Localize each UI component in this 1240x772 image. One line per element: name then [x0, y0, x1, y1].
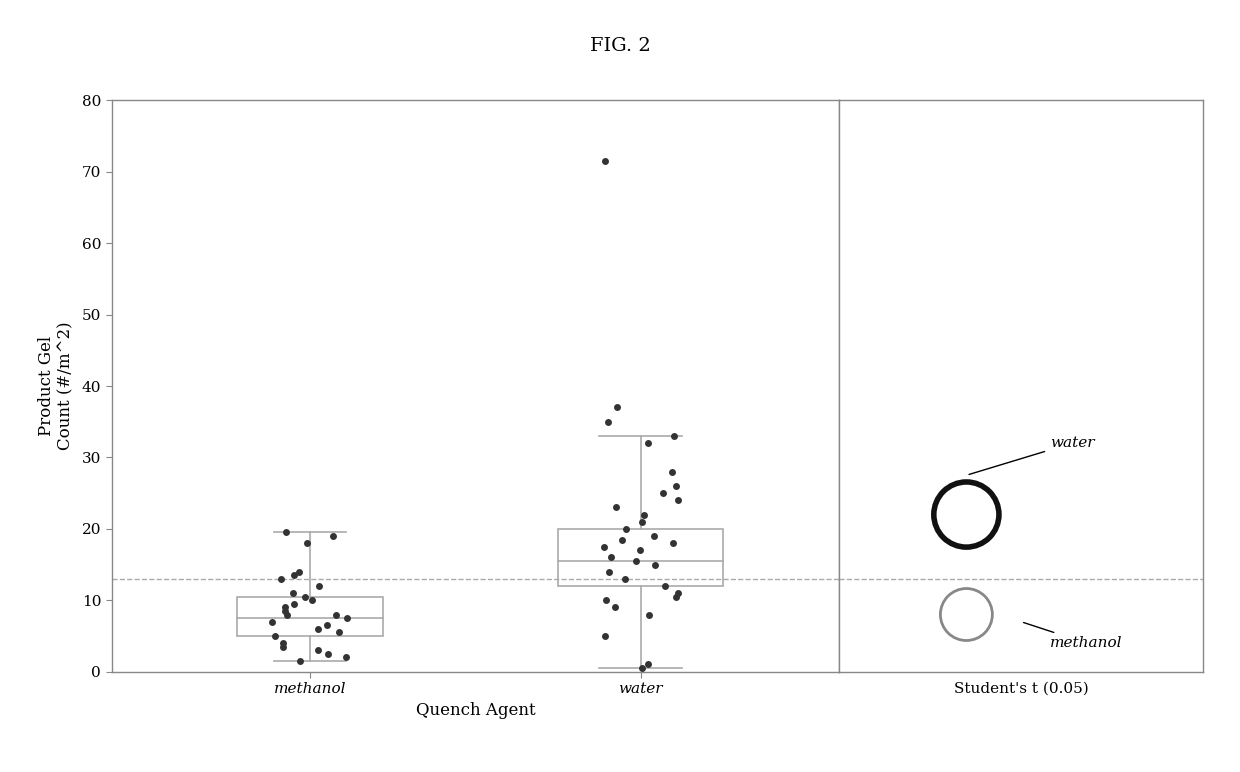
- Text: water: water: [968, 436, 1095, 475]
- Point: [635, 508, 655, 520]
- Point: [645, 558, 665, 571]
- Point: [639, 437, 658, 449]
- Point: [595, 630, 615, 642]
- Point: [663, 537, 683, 550]
- Point: [668, 494, 688, 506]
- Point: [666, 591, 686, 603]
- Point: [616, 523, 636, 535]
- Point: [662, 466, 682, 478]
- Point: [605, 501, 625, 513]
- Point: [652, 487, 672, 499]
- Point: [337, 612, 357, 625]
- Point: [665, 430, 684, 442]
- Point: [606, 401, 626, 414]
- Point: [640, 608, 660, 621]
- X-axis label: Quench Agent: Quench Agent: [415, 702, 536, 719]
- Point: [596, 594, 616, 607]
- Point: [284, 569, 304, 581]
- Point: [644, 530, 663, 542]
- Point: [289, 565, 309, 577]
- Point: [262, 615, 281, 628]
- Point: [626, 555, 646, 567]
- Text: FIG. 2: FIG. 2: [590, 37, 650, 56]
- Point: [595, 155, 615, 168]
- Point: [278, 608, 298, 621]
- Y-axis label: Product Gel
Count (#/m^2): Product Gel Count (#/m^2): [38, 322, 74, 450]
- Bar: [237, 597, 383, 636]
- Point: [277, 527, 296, 539]
- Point: [284, 587, 304, 599]
- Point: [272, 573, 291, 585]
- Point: [284, 598, 304, 610]
- Point: [275, 604, 295, 617]
- Point: [956, 608, 976, 621]
- Point: [630, 544, 650, 557]
- Point: [303, 594, 322, 607]
- Point: [296, 537, 316, 550]
- Point: [319, 648, 339, 660]
- Point: [308, 644, 327, 656]
- Point: [594, 540, 614, 553]
- Point: [275, 601, 295, 614]
- Point: [599, 565, 619, 577]
- Point: [316, 619, 336, 631]
- Bar: [558, 529, 723, 586]
- Point: [329, 626, 348, 638]
- Point: [273, 637, 293, 649]
- Point: [667, 587, 687, 599]
- Point: [632, 516, 652, 528]
- Point: [309, 580, 329, 592]
- Point: [639, 659, 658, 671]
- Point: [615, 573, 635, 585]
- Point: [336, 652, 356, 664]
- Point: [666, 479, 686, 493]
- Point: [265, 630, 285, 642]
- Point: [273, 641, 293, 653]
- Point: [605, 601, 625, 614]
- Point: [290, 655, 310, 667]
- Text: methanol: methanol: [1023, 622, 1122, 650]
- Point: [295, 591, 315, 603]
- Point: [308, 622, 327, 635]
- Point: [326, 608, 346, 621]
- Point: [956, 508, 976, 520]
- Point: [611, 533, 631, 546]
- Point: [600, 551, 620, 564]
- Point: [322, 530, 342, 542]
- Point: [655, 580, 675, 592]
- Point: [632, 662, 652, 674]
- Point: [598, 415, 618, 428]
